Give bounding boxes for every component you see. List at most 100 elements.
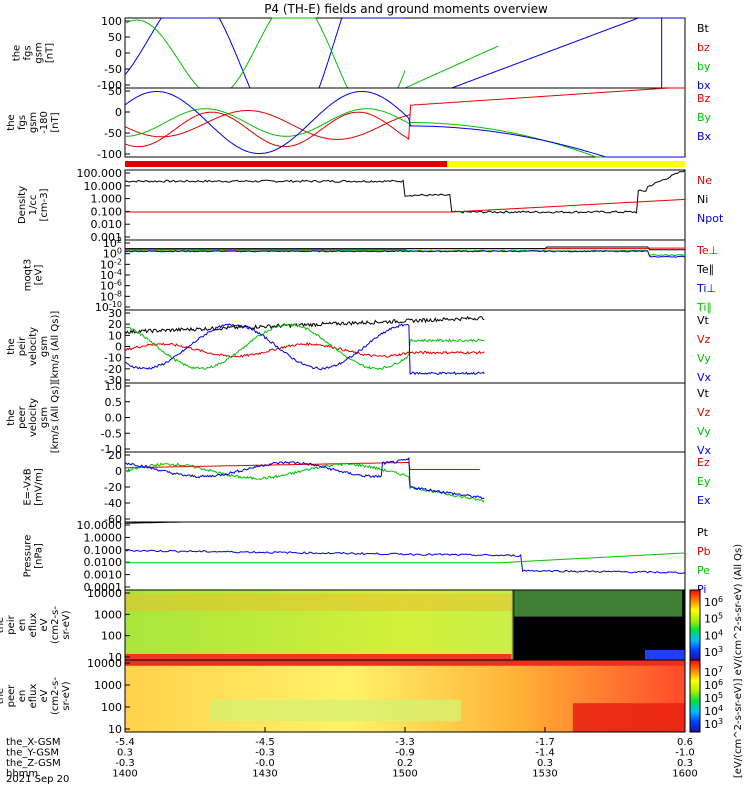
panel-fgs-gsm: 100 50 0 -50 -100 thefgsgsm[nT] Bt bz by bx [12, 15, 711, 92]
y-tick-label: -20 [104, 481, 122, 494]
colorbar-tick-label: 103 [704, 645, 723, 659]
top-red-band [125, 660, 685, 666]
legend-te⊥: Te⊥ [696, 244, 718, 257]
y-tick-label: 10-2 [100, 257, 122, 271]
series-ey [124, 462, 485, 503]
legend-bx: Bx [697, 130, 712, 143]
y-axis-label: thefgsgsm-180[nT] [6, 111, 61, 134]
y-tick-label: 0.100 [91, 205, 123, 218]
y-axis-label: thepeirenefluxeV(cm2-s-sr-eV) [0, 606, 72, 644]
panel-peer-eflux: 10000 1000 100 10 thepeerenefluxeV(cm2-s-sr-… [0, 657, 686, 736]
legend-vx: Vx [697, 371, 712, 384]
legend-ti∥: Ti∥ [696, 301, 712, 314]
colorbar-tick-label: 106 [704, 595, 723, 609]
y-axis-label: Pressure[nPa] [23, 535, 45, 578]
legend-npot: Npot [697, 212, 724, 225]
y-tick-label: 1.0 [105, 380, 123, 393]
axis-row-label: the_X-GSM [6, 737, 60, 748]
legend-ez: Ez [697, 456, 710, 469]
y-tick-label: -10 [104, 352, 122, 365]
legend-te∥: Te∥ [696, 263, 714, 276]
series-by [125, 108, 685, 158]
series-vy [124, 323, 485, 371]
series-pt [125, 521, 405, 524]
colorbar-peir: 106 105 104 103 [689, 589, 723, 661]
y-axis-label: thepeervelocitygsm[km/s (All Qs)] [6, 382, 61, 454]
y-tick-label: 0.010 [91, 218, 123, 231]
series-by [124, 17, 406, 89]
legend-bz: Bz [697, 92, 711, 105]
series-ti-perp [124, 250, 686, 258]
series-pe [125, 552, 686, 564]
axis-row-value: 0.3 [117, 748, 133, 759]
y-tick-label: -0.5 [101, 427, 122, 440]
axis-row-value: 1500 [392, 769, 417, 780]
y-tick-label: 0 [115, 106, 122, 119]
y-tick-label: 20 [108, 318, 122, 331]
series-ni [124, 169, 686, 214]
bottom-red-band [125, 654, 512, 660]
axis-row-value: 0.3 [537, 758, 553, 769]
y-tick-label: 10-6 [100, 279, 122, 293]
legend-by: by [697, 60, 711, 73]
legend-ey: Ey [697, 475, 711, 488]
panel-peer-vel: 1.0 0.5 0.0 -0.5 -1.0 thepeervelocitygsm[km/s… [6, 380, 712, 457]
legend-ne: Ne [697, 174, 712, 187]
axis-row-value: 0.2 [397, 758, 413, 769]
time-axis: the_X-GSM -5.4 -4.5 -3.3 -1.7 0.6 the_Y-GSM 0.3… [6, 727, 698, 780]
series-by-late [125, 45, 499, 89]
series-vz [124, 341, 485, 358]
y-tick-label: 0.5 [105, 396, 123, 409]
legend-vy: Vy [697, 425, 711, 438]
axis-row-value: -0.0 [255, 758, 275, 769]
axis-row-value: -0.9 [395, 748, 415, 759]
legend-pt: Pt [697, 526, 709, 539]
y-axis-label: E=-VxB[mV/m] [23, 468, 45, 506]
mode-bar-fast [447, 161, 685, 167]
y-tick-label: 1.0000 [84, 531, 123, 544]
legend-vz: Vz [697, 406, 711, 419]
series-vx [124, 323, 485, 376]
y-axis-label: moqt3[eV] [23, 259, 45, 292]
axis-row-value: -0.3 [255, 748, 275, 759]
axis-row-value: -1.4 [535, 748, 555, 759]
legend-vt: Vt [697, 314, 710, 327]
y-tick-label: 50 [108, 85, 122, 98]
y-tick-label: 10000 [87, 587, 122, 600]
series-bx [124, 17, 405, 89]
mode-bar-slow [125, 161, 447, 167]
y-tick-label: 10-10 [95, 300, 122, 314]
axis-row-value: 1430 [252, 769, 277, 780]
legend-ex: Ex [697, 494, 711, 507]
axis-row-value: 0.6 [677, 737, 693, 748]
y-tick-label: 10-4 [100, 268, 122, 282]
panel-fgs-gsm-dc: 50 0 -50 -100 thefgsgsm-180[nT] Bz By Bx [6, 85, 712, 167]
y-tick-label: -60 [104, 513, 122, 526]
colorbar-tick-label: 107 [704, 665, 723, 679]
colorbar-tick-label: 105 [704, 612, 723, 626]
colorbar-gradient [689, 589, 701, 661]
axis-row-value: -4.5 [255, 737, 275, 748]
y-tick-label: 100 [101, 630, 122, 643]
y-tick-label: -30 [104, 374, 122, 387]
y-tick-label: 30 [108, 307, 122, 320]
panel-frame [124, 382, 686, 453]
y-tick-label: -1.0 [101, 443, 122, 456]
y-tick-label: 10-8 [100, 289, 122, 303]
legend-pb: Pb [697, 545, 711, 558]
axis-row-value: -3.3 [395, 737, 415, 748]
legend-bx: bx [697, 79, 711, 92]
legend-ti⊥: Ti⊥ [696, 282, 716, 295]
y-tick-label: 0.0010 [84, 569, 123, 582]
series-bz-line [124, 87, 685, 148]
panel-frame [124, 521, 686, 591]
series-pi [124, 549, 686, 574]
legend-vx: Vx [697, 444, 712, 457]
series-te-perp [125, 247, 685, 251]
colorbar-tick-label: 105 [704, 691, 723, 705]
axis-row-label: the_Z-GSM [6, 758, 61, 769]
red-band [573, 703, 685, 732]
